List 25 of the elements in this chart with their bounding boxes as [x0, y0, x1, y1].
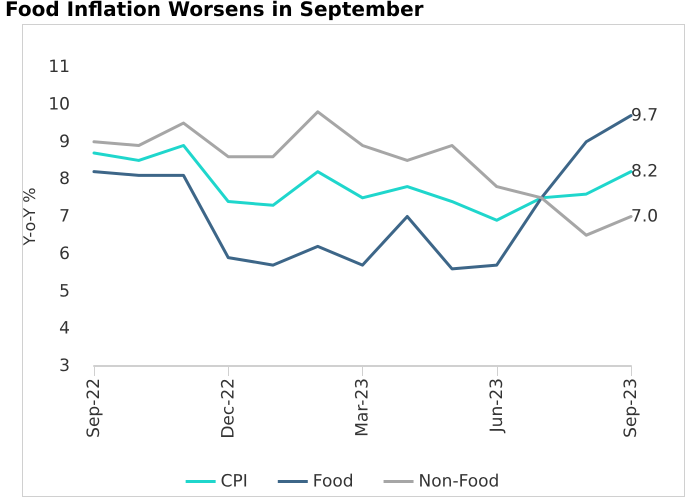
y-tick-label: 3: [59, 356, 70, 376]
x-tick-label: Dec-22: [218, 378, 238, 439]
y-tick-label: 4: [59, 318, 70, 339]
x-tick-label: Mar-23: [352, 378, 372, 437]
y-tick-label: 7: [59, 206, 70, 226]
chart-title: Food Inflation Worsens in September: [5, 0, 424, 21]
data-label: 7.0: [631, 206, 658, 226]
legend-label: Non-Food: [418, 472, 500, 492]
y-tick-label: 11: [48, 57, 70, 77]
line-series: [92, 110, 632, 237]
y-tick-label: 8: [59, 169, 70, 190]
line-series: [92, 144, 632, 222]
y-tick-label: 10: [48, 94, 70, 114]
y-tick-label: 5: [59, 281, 70, 302]
x-tick-label: Sep-23: [621, 378, 641, 438]
data-label: 8.2: [631, 162, 658, 182]
legend-label: Food: [312, 472, 354, 492]
legend-label: CPI: [220, 472, 248, 492]
line-series: [92, 114, 632, 270]
data-label: 9.7: [631, 106, 658, 126]
y-tick-label: 6: [59, 244, 70, 264]
y-axis-title: Y-o-Y %: [20, 188, 39, 246]
x-tick-label: Sep-22: [84, 378, 104, 438]
x-tick-label: Jun-23: [486, 378, 507, 434]
y-tick-label: 9: [59, 132, 70, 152]
